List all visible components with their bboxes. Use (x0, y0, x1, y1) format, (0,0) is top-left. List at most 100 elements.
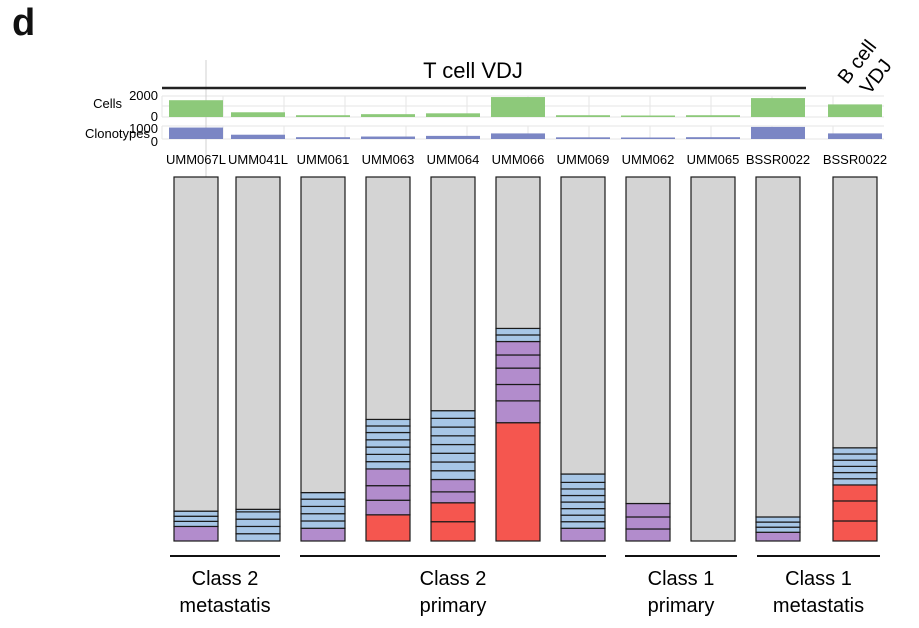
blue-clonotype-segment (832, 478, 878, 486)
blue-clonotype-segment (430, 435, 476, 446)
stacked-bars (173, 176, 878, 542)
blue-clonotype-segment (560, 488, 606, 497)
cells-tick-zero: 0 (151, 109, 158, 124)
sample-label: UMM064 (427, 152, 480, 167)
panel-letter: d (12, 2, 36, 44)
clonotypes-tick-zero: 0 (151, 134, 158, 149)
blue-clonotype-segment (560, 508, 606, 516)
mini-bars (169, 97, 882, 139)
cells-bar (828, 104, 882, 117)
clonotypes-bar (621, 137, 675, 139)
sample-label: UMM069 (557, 152, 610, 167)
purple-clonotype-segment (365, 468, 411, 487)
other-clonotypes-segment (560, 176, 606, 475)
blue-clonotype-segment (755, 521, 801, 528)
purple-clonotype-segment (625, 502, 671, 518)
sample-label: UMM065 (687, 152, 740, 167)
red-clonotype-segment (832, 484, 878, 502)
blue-clonotype-segment (560, 521, 606, 529)
red-clonotype-segment (365, 514, 411, 542)
blue-clonotype-segment (365, 461, 411, 470)
group-label-line2: metastatis (773, 595, 864, 617)
blue-clonotype-segment (495, 327, 541, 336)
blue-clonotype-segment (430, 461, 476, 472)
blue-clonotype-segment (235, 511, 281, 520)
group-label-line1: Class 2 (192, 568, 259, 590)
other-clonotypes-segment (690, 176, 736, 542)
cells-bar (169, 100, 223, 117)
blue-clonotype-segment (430, 417, 476, 428)
other-clonotypes-segment (755, 176, 801, 518)
blue-clonotype-segment (173, 510, 219, 517)
group-label-line1: Class 2 (420, 568, 487, 590)
sample-labels: UMM067L UMM041L UMM061 UMM063 UMM064 UMM066 UM… (166, 152, 887, 167)
clonotypes-bar (828, 133, 882, 139)
other-clonotypes-segment (365, 176, 411, 421)
blue-clonotype-segment (832, 447, 878, 455)
blue-clonotype-segment (300, 520, 346, 529)
purple-clonotype-segment (365, 485, 411, 501)
blue-clonotype-segment (560, 501, 606, 510)
purple-clonotype-segment (430, 491, 476, 504)
group-label-line2: primary (420, 595, 487, 617)
blue-clonotype-segment (365, 425, 411, 434)
other-clonotypes-segment (832, 176, 878, 449)
other-clonotypes-segment (173, 176, 219, 512)
clonotypes-bar (556, 137, 610, 139)
blue-clonotype-segment (430, 443, 476, 454)
sample-label: UMM063 (362, 152, 415, 167)
clonotypes-bar (169, 127, 223, 139)
clonotypes-bar (296, 137, 350, 139)
blue-clonotype-segment (300, 513, 346, 522)
sample-label: BSSR0022 (746, 152, 810, 167)
purple-clonotype-segment (625, 516, 671, 530)
blue-clonotype-segment (365, 453, 411, 463)
red-clonotype-segment (495, 422, 541, 542)
sample-label: UMM067L (166, 152, 226, 167)
purple-clonotype-segment (625, 528, 671, 542)
purple-clonotype-segment (495, 354, 541, 369)
clonotypes-bar (686, 137, 740, 139)
blue-clonotype-segment (832, 465, 878, 474)
purple-clonotype-segment (495, 367, 541, 386)
other-clonotypes-segment (235, 176, 281, 510)
purple-clonotype-segment (495, 340, 541, 356)
cells-bar (231, 112, 285, 117)
red-clonotype-segment (430, 502, 476, 523)
blue-clonotype-segment (365, 431, 411, 441)
blue-clonotype-segment (430, 470, 476, 481)
cells-bar (426, 113, 480, 117)
blue-clonotype-segment (495, 334, 541, 343)
cells-bar (686, 115, 740, 117)
cells-bar (361, 114, 415, 117)
blue-clonotype-segment (235, 518, 281, 528)
blue-clonotype-segment (365, 439, 411, 448)
cells-tick-max: 2000 (129, 88, 158, 103)
blue-clonotype-segment (235, 525, 281, 535)
sample-label: UMM061 (297, 152, 350, 167)
group-label-line1: Class 1 (785, 568, 852, 590)
purple-clonotype-segment (173, 525, 219, 542)
blue-clonotype-segment (755, 516, 801, 523)
tcell-vdj-label: T cell VDJ (423, 58, 523, 83)
other-clonotypes-segment (625, 176, 671, 505)
blue-clonotype-segment (173, 515, 219, 522)
cells-bar (621, 115, 675, 117)
blue-clonotype-segment (832, 471, 878, 480)
blue-clonotype-segment (300, 491, 346, 500)
blue-clonotype-segment (560, 481, 606, 490)
blue-clonotype-segment (560, 514, 606, 523)
clonotypes-axis-label: Clonotypes (85, 126, 151, 141)
blue-clonotype-segment (832, 459, 878, 467)
cells-axis-label: Cells (93, 96, 122, 111)
purple-clonotype-segment (495, 400, 541, 424)
other-clonotypes-segment (300, 176, 346, 494)
bcell-vdj-label: B cell VDJ (834, 36, 897, 98)
group-label-line1: Class 1 (648, 568, 715, 590)
blue-clonotype-segment (560, 494, 606, 503)
blue-clonotype-segment (173, 520, 219, 528)
purple-clonotype-segment (430, 478, 476, 493)
group-brackets: Class 2 metastatis Class 2 primary Class 1 pr… (170, 555, 880, 617)
blue-clonotype-segment (755, 526, 801, 533)
